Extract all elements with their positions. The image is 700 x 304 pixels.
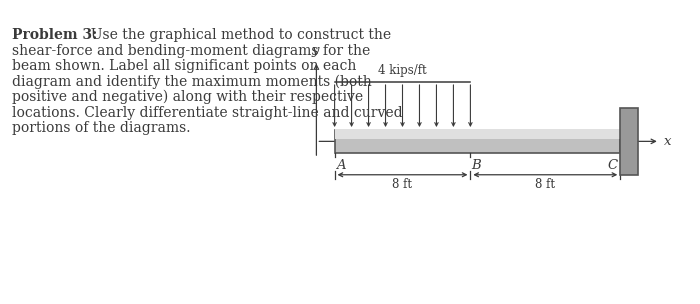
Text: positive and negative) along with their respective: positive and negative) along with their … (12, 90, 363, 104)
Text: 8 ft: 8 ft (536, 178, 555, 191)
Text: 8 ft: 8 ft (393, 178, 412, 191)
Text: locations. Clearly differentiate straight-line and curved: locations. Clearly differentiate straigh… (12, 105, 402, 119)
Bar (335, 130, 620, 153)
Text: A: A (335, 159, 345, 172)
Text: portions of the diagrams.: portions of the diagrams. (12, 121, 190, 135)
Bar (335, 129, 620, 139)
Text: B: B (471, 159, 481, 172)
Text: Problem 3:: Problem 3: (12, 28, 97, 42)
Bar (620, 108, 638, 175)
Text: y: y (312, 44, 319, 57)
Text: diagram and identify the maximum moments (both: diagram and identify the maximum moments… (12, 74, 372, 89)
Text: shear-force and bending-moment diagrams for the: shear-force and bending-moment diagrams … (12, 43, 370, 57)
Text: x: x (664, 135, 671, 148)
Text: Use the graphical method to construct the: Use the graphical method to construct th… (82, 28, 391, 42)
Text: beam shown. Label all significant points on each: beam shown. Label all significant points… (12, 59, 356, 73)
Text: C: C (607, 159, 617, 172)
Text: 4 kips/ft: 4 kips/ft (378, 64, 427, 77)
